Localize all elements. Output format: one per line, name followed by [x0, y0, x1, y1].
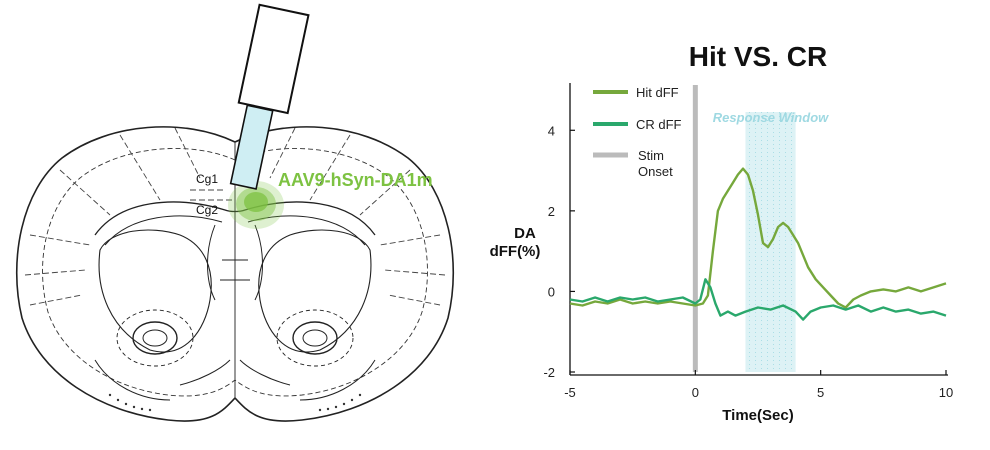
- y-tick-label: 0: [548, 284, 555, 299]
- y-axis-label-line2: dFF(%): [490, 243, 541, 260]
- cg2-label: Cg2: [196, 203, 218, 217]
- corpus-callosum: [94, 201, 376, 236]
- dff-line-chart: Hit VS. CR Response Window -5 0 5 10 -2 0 2 4 H…: [490, 41, 954, 424]
- left-striatum: [98, 229, 212, 353]
- septum: [207, 224, 263, 301]
- x-tick-label: 0: [692, 385, 699, 400]
- series-line-cr-dff: [569, 278, 947, 321]
- right-striatum: [258, 229, 372, 353]
- x-tick-label: -5: [564, 385, 576, 400]
- ventral-striatum: [94, 359, 376, 401]
- y-tick-label: -2: [543, 365, 555, 380]
- olfactory-tubercle-dots: [108, 393, 362, 412]
- legend-label: Stim: [638, 148, 664, 163]
- virus-expression-area: [228, 181, 284, 229]
- legend-label: CR dFF: [636, 117, 682, 132]
- series-line-hit-dff: [569, 167, 947, 309]
- axis-ticks: -5 0 5 10 -2 0 2 4: [543, 123, 953, 400]
- x-axis-label: Time(Sec): [722, 407, 793, 424]
- anterior-commissure: [116, 309, 354, 367]
- y-axis-label-line1: DA: [514, 225, 536, 242]
- optical-fiber: [229, 3, 310, 190]
- legend-label: Hit dFF: [636, 85, 679, 100]
- legend-label: Onset: [638, 164, 673, 179]
- x-tick-label: 5: [817, 385, 824, 400]
- fiber-ferrule: [237, 3, 310, 115]
- corpus-callosum-inner: [104, 215, 366, 246]
- virus-label: AAV9-hSyn-DA1m: [278, 170, 433, 190]
- x-tick-label: 10: [939, 385, 953, 400]
- y-tick-label: 4: [548, 123, 555, 138]
- response-window-label: Response Window: [713, 110, 829, 125]
- chart-title: Hit VS. CR: [689, 41, 827, 72]
- cortical-area-lines: [24, 127, 446, 306]
- cg1-label: Cg1: [196, 172, 218, 186]
- brain-section-diagram: Cg1 Cg2 AAV9-hSyn-DA1m: [16, 3, 454, 422]
- y-tick-label: 2: [548, 204, 555, 219]
- series-lines: [569, 167, 947, 321]
